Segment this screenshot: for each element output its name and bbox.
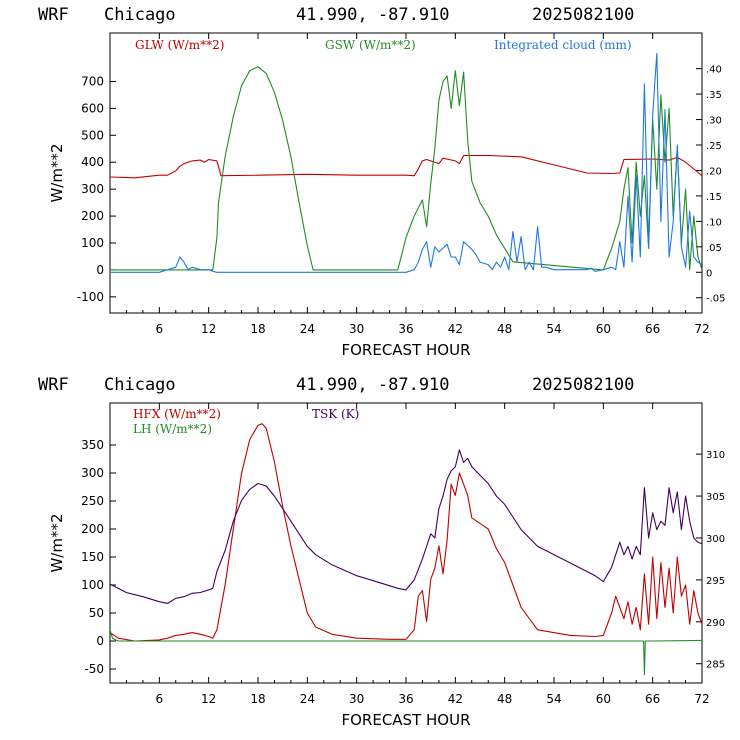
header-coords: 41.990, -87.910 [296,5,450,25]
x-axis-label: FORECAST HOUR [341,711,470,729]
legend-hfx: HFX (W/m**2) [133,407,221,421]
radiation-cloud-chart: 6 12 18 24 30 36 42 48 54 60 66 72 -100 0 100 200 300 400… [48,32,726,359]
y2-tick-label: 305 [706,492,725,503]
x-tick-label: 48 [497,322,512,336]
y-tick-label: 150 [81,550,104,564]
y2-tick-label: 310 [706,450,725,461]
y-tick-label: -100 [77,290,104,304]
header-coords: 41.990, -87.910 [296,375,450,395]
y-tick-label: 600 [81,101,104,115]
series-line-integrated [110,52,702,273]
y-tick-label: 50 [89,606,104,620]
y2-tick-label: .20 [706,166,722,177]
x-tick-label: 30 [349,692,364,706]
series-line-hfx [110,423,702,642]
y2-tick-label: 295 [706,576,725,587]
x-tick-label: 42 [448,322,463,336]
y-tick-label: 500 [81,128,104,142]
series-line-tsk [110,449,702,604]
x-tick-label: 12 [201,692,216,706]
x-tick-label: 48 [497,692,512,706]
y-tick-label: -50 [84,662,104,676]
flux-skin-temp-chart: 6 12 18 24 30 36 42 48 54 60 66 72 -50 0 50 100 150 200 25… [48,402,725,729]
x-tick-label: 36 [398,692,413,706]
x-tick-label: 60 [596,692,611,706]
y-tick-label: 700 [81,74,104,88]
x-tick-label: 72 [694,692,709,706]
y2-tick-label: 285 [706,660,725,671]
series-line-lh [110,629,702,676]
panel-2-header: WRF Chicago 41.990, -87.910 2025082100 [38,375,634,395]
x-tick-label: 24 [300,322,315,336]
y2-tick-label: .10 [706,217,722,228]
header-city: Chicago [104,375,176,395]
y2-tick-label: .25 [706,141,722,152]
y2-tick-label: 300 [706,534,725,545]
x-tick-label: 18 [250,692,265,706]
legend-integrated: Integrated cloud (mm) [494,38,632,52]
legend-gsw: GSW (W/m**2) [325,38,416,52]
x-tick-label: 42 [448,692,463,706]
x-tick-label: 60 [596,322,611,336]
y-tick-label: 300 [81,182,104,196]
x-axis-label: FORECAST HOUR [341,341,470,359]
x-tick-label: 12 [201,322,216,336]
y-tick-label: 200 [81,209,104,223]
y-tick-label: 400 [81,155,104,169]
x-tick-label: 36 [398,322,413,336]
header-model: WRF [38,5,69,25]
x-tick-label: 72 [694,322,709,336]
y2-tick-label: .05 [706,243,722,254]
y-tick-label: 350 [81,438,104,452]
y-tick-label: 0 [96,263,104,277]
y2-tick-label: -.05 [706,294,726,305]
y2-tick-label: .15 [706,192,722,203]
y-tick-label: 300 [81,466,104,480]
header-run: 2025082100 [532,375,634,395]
y2-tick-label: .30 [706,116,722,127]
y-axis-label: W/m**2 [48,143,66,202]
x-tick-label: 6 [156,322,164,336]
legend-tsk: TSK (K) [312,407,359,421]
header-model: WRF [38,375,69,395]
y-tick-label: 250 [81,494,104,508]
legend-glw: GLW (W/m**2) [135,38,224,52]
panel-1-header: WRF Chicago 41.990, -87.910 2025082100 [38,5,634,25]
x-tick-label: 24 [300,692,315,706]
x-tick-label: 54 [546,692,561,706]
y2-tick-label: 0 [706,268,712,279]
y-tick-label: 100 [81,578,104,592]
series-line-glw [110,154,702,179]
y2-tick-label: .35 [706,90,722,101]
y2-tick-label: 290 [706,618,725,629]
y-tick-label: 100 [81,236,104,250]
series-line-gsw [110,66,702,271]
x-tick-label: 18 [250,322,265,336]
header-city: Chicago [104,5,176,25]
x-tick-label: 30 [349,322,364,336]
series-lines [110,52,702,273]
y-tick-label: 0 [96,634,104,648]
x-tick-label: 54 [546,322,561,336]
x-tick-label: 66 [645,692,660,706]
legend-lh: LH (W/m**2) [133,422,212,436]
header-run: 2025082100 [532,5,634,25]
y2-tick-label: .40 [706,65,722,76]
x-tick-label: 6 [156,692,164,706]
y-axis-label: W/m**2 [48,513,66,572]
y-tick-label: 200 [81,522,104,536]
x-tick-label: 66 [645,322,660,336]
series-lines [110,423,702,676]
